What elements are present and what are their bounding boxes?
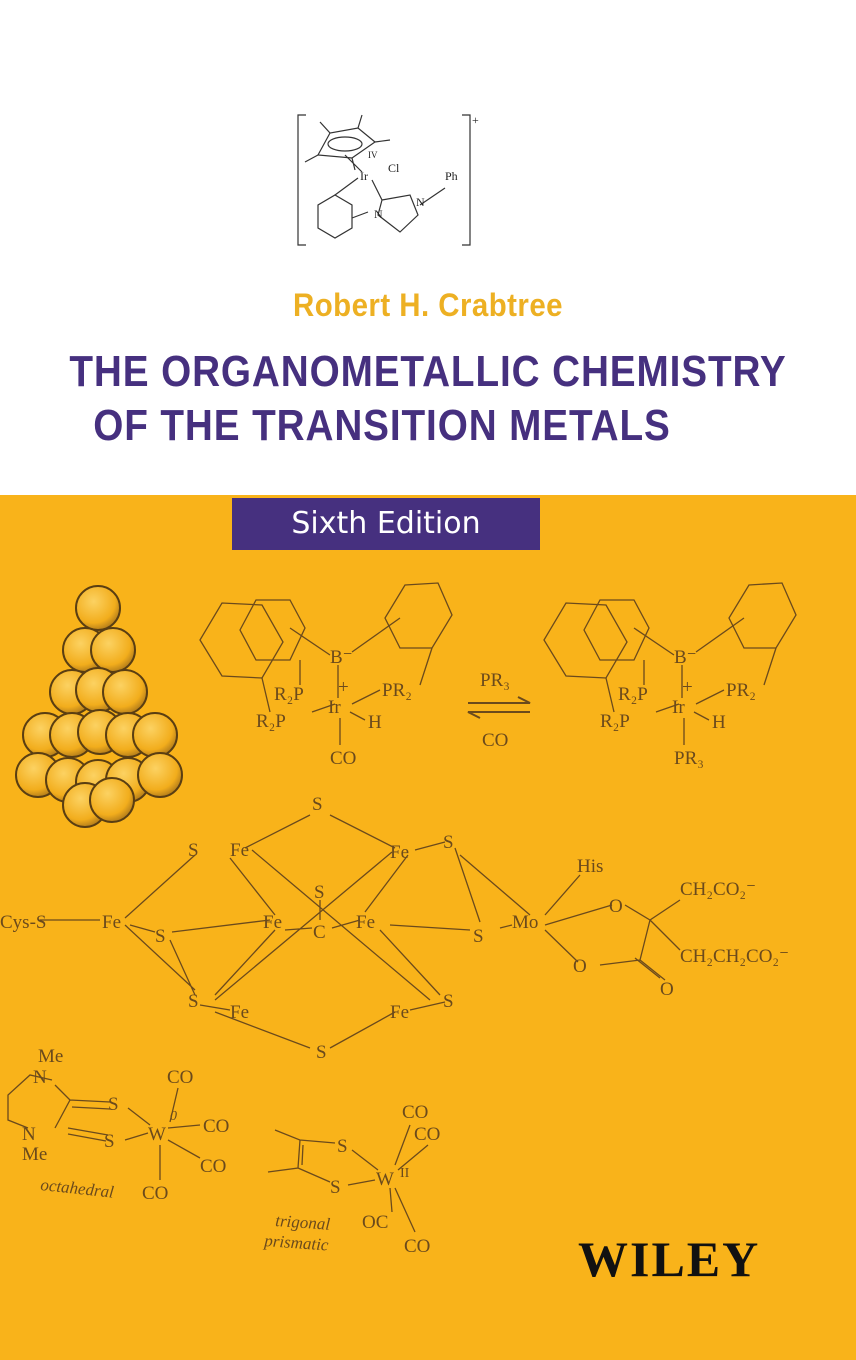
oxygen-label: O — [609, 896, 623, 917]
boron-label: B⁻ — [674, 647, 697, 668]
molybdenum-label: Mo — [512, 912, 538, 933]
hydride-label: H — [712, 712, 726, 733]
carbonyl-label: CO — [414, 1124, 440, 1145]
reaction-right-complex: B⁻ + Ir R₂P R₂P PR₂ H PR₃ — [543, 582, 797, 769]
histidine-label: His — [577, 856, 603, 877]
sulfur-label: S — [473, 926, 484, 947]
iridium-label: Ir — [328, 697, 341, 718]
carboxylate-label: CH₂CO₂⁻ — [680, 879, 756, 900]
geometry-label: trigonal — [275, 1211, 331, 1234]
oxygen-label: O — [660, 979, 674, 1000]
phosphine-label: PR₂ — [726, 680, 756, 701]
hydride-label: H — [368, 712, 382, 733]
title-line-2: OF THE TRANSITION METALS — [93, 401, 671, 450]
sulfur-label: S — [188, 840, 199, 861]
iron-label: Fe — [390, 1002, 409, 1023]
iron-label: Fe — [230, 840, 249, 861]
nitrogen-label: N — [22, 1124, 36, 1145]
reaction-left-complex: B⁻ + Ir R₂P R₂P PR₂ H CO — [199, 582, 453, 769]
sphere — [75, 585, 121, 631]
phenyl-label: Ph — [445, 169, 458, 183]
sulfur-label: S — [443, 832, 454, 853]
phosphine-label: PR₂ — [382, 680, 412, 701]
iridium-label: Ir — [672, 697, 685, 718]
phosphine-label: R₂P — [618, 684, 648, 705]
oxidation-state-label: II — [400, 1166, 410, 1181]
metal-cluster-spheres — [15, 585, 183, 828]
carbon-label: C — [313, 922, 326, 943]
edition-badge: Sixth Edition — [232, 498, 540, 550]
femo-cofactor: S S Fe Fe S His CH₂CO₂⁻ Cys-S Fe S Fe S … — [0, 794, 789, 1063]
iron-label: Fe — [263, 912, 282, 933]
sulfur-label: S — [104, 1131, 115, 1152]
sphere — [90, 627, 136, 673]
arrow-bottom-label: CO — [482, 730, 508, 751]
nitrogen-label: N — [416, 195, 425, 209]
iridium-label: Ir — [360, 169, 368, 183]
iron-label: Fe — [356, 912, 375, 933]
charge-label: + — [682, 677, 693, 698]
octahedral-tungsten-complex: Me N N Me S S W 0 CO CO CO CO octahedral — [7, 1046, 229, 1204]
iron-label: Fe — [102, 912, 121, 933]
carbonyl-label: CO — [167, 1067, 193, 1088]
phosphine-label: R₂P — [600, 711, 630, 732]
phosphine-label: PR₃ — [674, 748, 704, 769]
methyl-label: Me — [38, 1046, 63, 1067]
geometry-label: octahedral — [40, 1175, 116, 1202]
iron-label: Fe — [390, 842, 409, 863]
oxidation-state-label: 0 — [170, 1109, 177, 1124]
iron-label: Fe — [230, 1002, 249, 1023]
arrow-top-label: PR₃ — [480, 670, 510, 691]
phosphine-label: R₂P — [256, 711, 286, 732]
nitrogen-label: N — [33, 1067, 47, 1088]
author-name: Robert H. Crabtree — [292, 287, 564, 323]
publisher-logo: WILEY — [578, 1231, 761, 1287]
carbonyl-label: CO — [203, 1116, 229, 1137]
chloride-label: Cl — [388, 161, 400, 175]
methyl-label: Me — [22, 1144, 47, 1165]
sphere — [137, 752, 183, 798]
carbonyl-label: CO — [200, 1156, 226, 1177]
sphere — [89, 777, 135, 823]
trigonal-prismatic-tungsten-complex: S S W II CO CO OC CO trigonal prismatic — [263, 1102, 441, 1257]
top-iridium-complex: Ir IV Cl Ph N N + — [297, 113, 479, 246]
sulfur-label: S — [314, 882, 325, 903]
charge-label: + — [338, 677, 349, 698]
sulfur-label: S — [312, 794, 323, 815]
boron-label: B⁻ — [330, 647, 353, 668]
oxygen-label: O — [573, 956, 587, 977]
oxidation-state-label: IV — [368, 150, 378, 160]
carbonyl-label: CO — [404, 1236, 430, 1257]
sulfur-label: S — [316, 1042, 327, 1063]
charge-label: + — [472, 113, 479, 127]
geometry-label: prismatic — [263, 1231, 330, 1255]
equilibrium-arrows: PR₃ CO — [467, 670, 531, 751]
carbonyl-label: OC — [362, 1212, 388, 1233]
carbonyl-label: CO — [330, 748, 356, 769]
sulfur-label: S — [443, 991, 454, 1012]
sulfur-label: S — [330, 1177, 341, 1198]
title-line-1: THE ORGANOMETALLIC CHEMISTRY — [69, 347, 787, 396]
tungsten-label: W — [148, 1124, 166, 1145]
sphere — [132, 712, 178, 758]
nitrogen-label: N — [374, 207, 383, 221]
cysteine-label: Cys-S — [0, 912, 46, 933]
sulfur-label: S — [155, 926, 166, 947]
sulfur-label: S — [108, 1094, 119, 1115]
sulfur-label: S — [337, 1136, 348, 1157]
sphere — [102, 669, 148, 715]
sulfur-label: S — [188, 991, 199, 1012]
carboxylate-label: CH₂CH₂CO₂⁻ — [680, 946, 789, 967]
phosphine-label: R₂P — [274, 684, 304, 705]
carbonyl-label: CO — [402, 1102, 428, 1123]
tungsten-label: W — [376, 1169, 394, 1190]
carbonyl-label: CO — [142, 1183, 168, 1204]
